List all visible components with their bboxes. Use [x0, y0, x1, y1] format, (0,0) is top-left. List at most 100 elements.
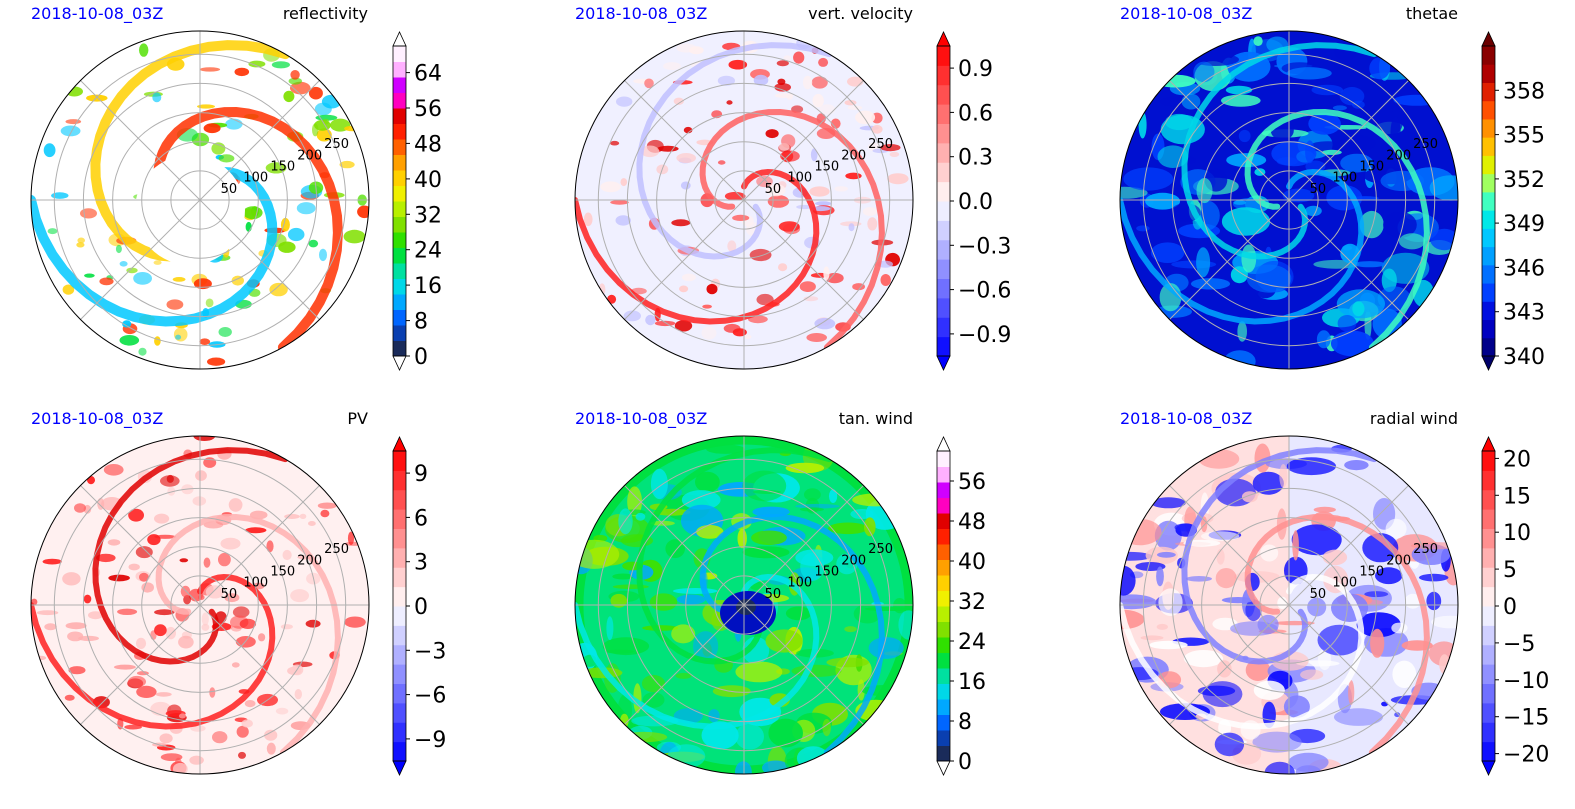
colorbar-band	[1482, 586, 1495, 607]
rainband	[699, 513, 885, 756]
field-cell	[1165, 113, 1194, 131]
field-cell	[1157, 145, 1189, 168]
colorbar-band	[393, 154, 406, 171]
field-cell	[610, 200, 629, 205]
colorbar-tick-label: 9	[414, 462, 428, 487]
colorbar-band	[393, 664, 406, 685]
field-cell	[1426, 591, 1442, 611]
field-cell	[1253, 36, 1263, 46]
time-label: 2018-10-08_03Z	[31, 409, 163, 429]
field-cell	[893, 598, 907, 614]
radial-tick-label: 150	[270, 565, 295, 580]
rainband	[699, 108, 885, 351]
field-cell	[152, 92, 162, 103]
radial-tick-label: 200	[841, 148, 866, 163]
colorbar-band	[1482, 337, 1495, 357]
field-cell	[1238, 129, 1251, 143]
field-cell	[266, 742, 276, 755]
colorbar-extend-max	[392, 31, 407, 47]
field-cell	[199, 338, 211, 346]
field-cell	[618, 508, 633, 535]
field-cell	[672, 588, 718, 594]
field-cell	[830, 118, 841, 129]
radial-tick-label: 250	[868, 137, 893, 152]
colorbar-band	[1482, 702, 1495, 723]
field-cell	[135, 546, 153, 559]
field-cell	[810, 148, 818, 162]
colorbar-band	[937, 559, 950, 576]
field-cell	[642, 692, 665, 708]
field-cell	[1375, 567, 1403, 585]
field-cell	[679, 285, 689, 293]
polar-frame	[30, 435, 370, 775]
colorbar-tick-label: 20	[1503, 447, 1531, 472]
field-cell	[867, 217, 878, 231]
field-cell	[205, 298, 214, 308]
field-cell	[868, 637, 904, 659]
field-cell	[234, 67, 250, 77]
colorbar: 0 8 16 24 32 40 48 56	[936, 436, 986, 776]
field-cell	[1264, 761, 1295, 774]
field-cell	[195, 470, 207, 481]
colorbar-band	[393, 123, 406, 140]
field-cell	[695, 471, 720, 493]
field-cell	[1352, 301, 1365, 317]
colorbar-band	[393, 309, 406, 326]
colorbar-band	[1482, 547, 1495, 568]
field-cell	[115, 244, 122, 254]
field-cell	[224, 593, 240, 603]
field-cell	[1338, 135, 1376, 152]
colorbar-band	[393, 702, 406, 723]
field-cell	[80, 208, 97, 219]
colorbar-band	[393, 528, 406, 549]
field-cell	[1322, 549, 1348, 566]
field-cell	[880, 144, 901, 152]
field-cell	[796, 746, 830, 771]
field-cell	[1308, 112, 1341, 135]
field-cell	[1313, 506, 1336, 513]
colorbar-band	[937, 637, 950, 653]
field-cell	[139, 572, 149, 582]
grid-spoke	[199, 80, 320, 201]
field-cell	[136, 685, 157, 699]
radial-tick-label: 50	[221, 182, 238, 197]
field-cell	[1160, 96, 1187, 107]
colorbar: 340 343 346 349 352 355 358	[1481, 31, 1545, 371]
field-cell	[598, 283, 606, 296]
field-cell	[1342, 245, 1353, 251]
colorbar-tick-label: 8	[414, 310, 428, 335]
colorbar-tick-label: 32	[958, 590, 986, 615]
field-cell	[1369, 57, 1390, 80]
field-cell	[138, 347, 147, 356]
field-cell	[1393, 94, 1440, 106]
field-cell	[1140, 635, 1164, 641]
colorbar-band	[937, 544, 950, 560]
field-cell	[238, 751, 246, 759]
field-cell	[615, 215, 631, 226]
field-cell	[201, 623, 210, 631]
field-cell	[799, 281, 816, 292]
colorbar-band	[393, 46, 406, 62]
grid-spoke	[80, 604, 201, 725]
variable-title: tan. wind	[839, 409, 913, 428]
field-cell	[316, 128, 332, 142]
colorbar-band	[1482, 683, 1495, 704]
colorbar-band	[937, 259, 950, 280]
field-cell	[735, 761, 752, 774]
field-cell	[1286, 457, 1336, 476]
field-cell	[1305, 205, 1322, 217]
field-cell	[1391, 622, 1408, 634]
colorbar-band	[1482, 228, 1495, 248]
colorbar-band	[1482, 319, 1495, 339]
field-cell	[62, 284, 75, 295]
field-cell	[244, 700, 256, 708]
field-cell	[1221, 597, 1254, 604]
field-cell	[1344, 460, 1369, 471]
field-cell	[823, 266, 830, 281]
field-cell	[676, 153, 696, 163]
field-cell	[776, 60, 789, 67]
